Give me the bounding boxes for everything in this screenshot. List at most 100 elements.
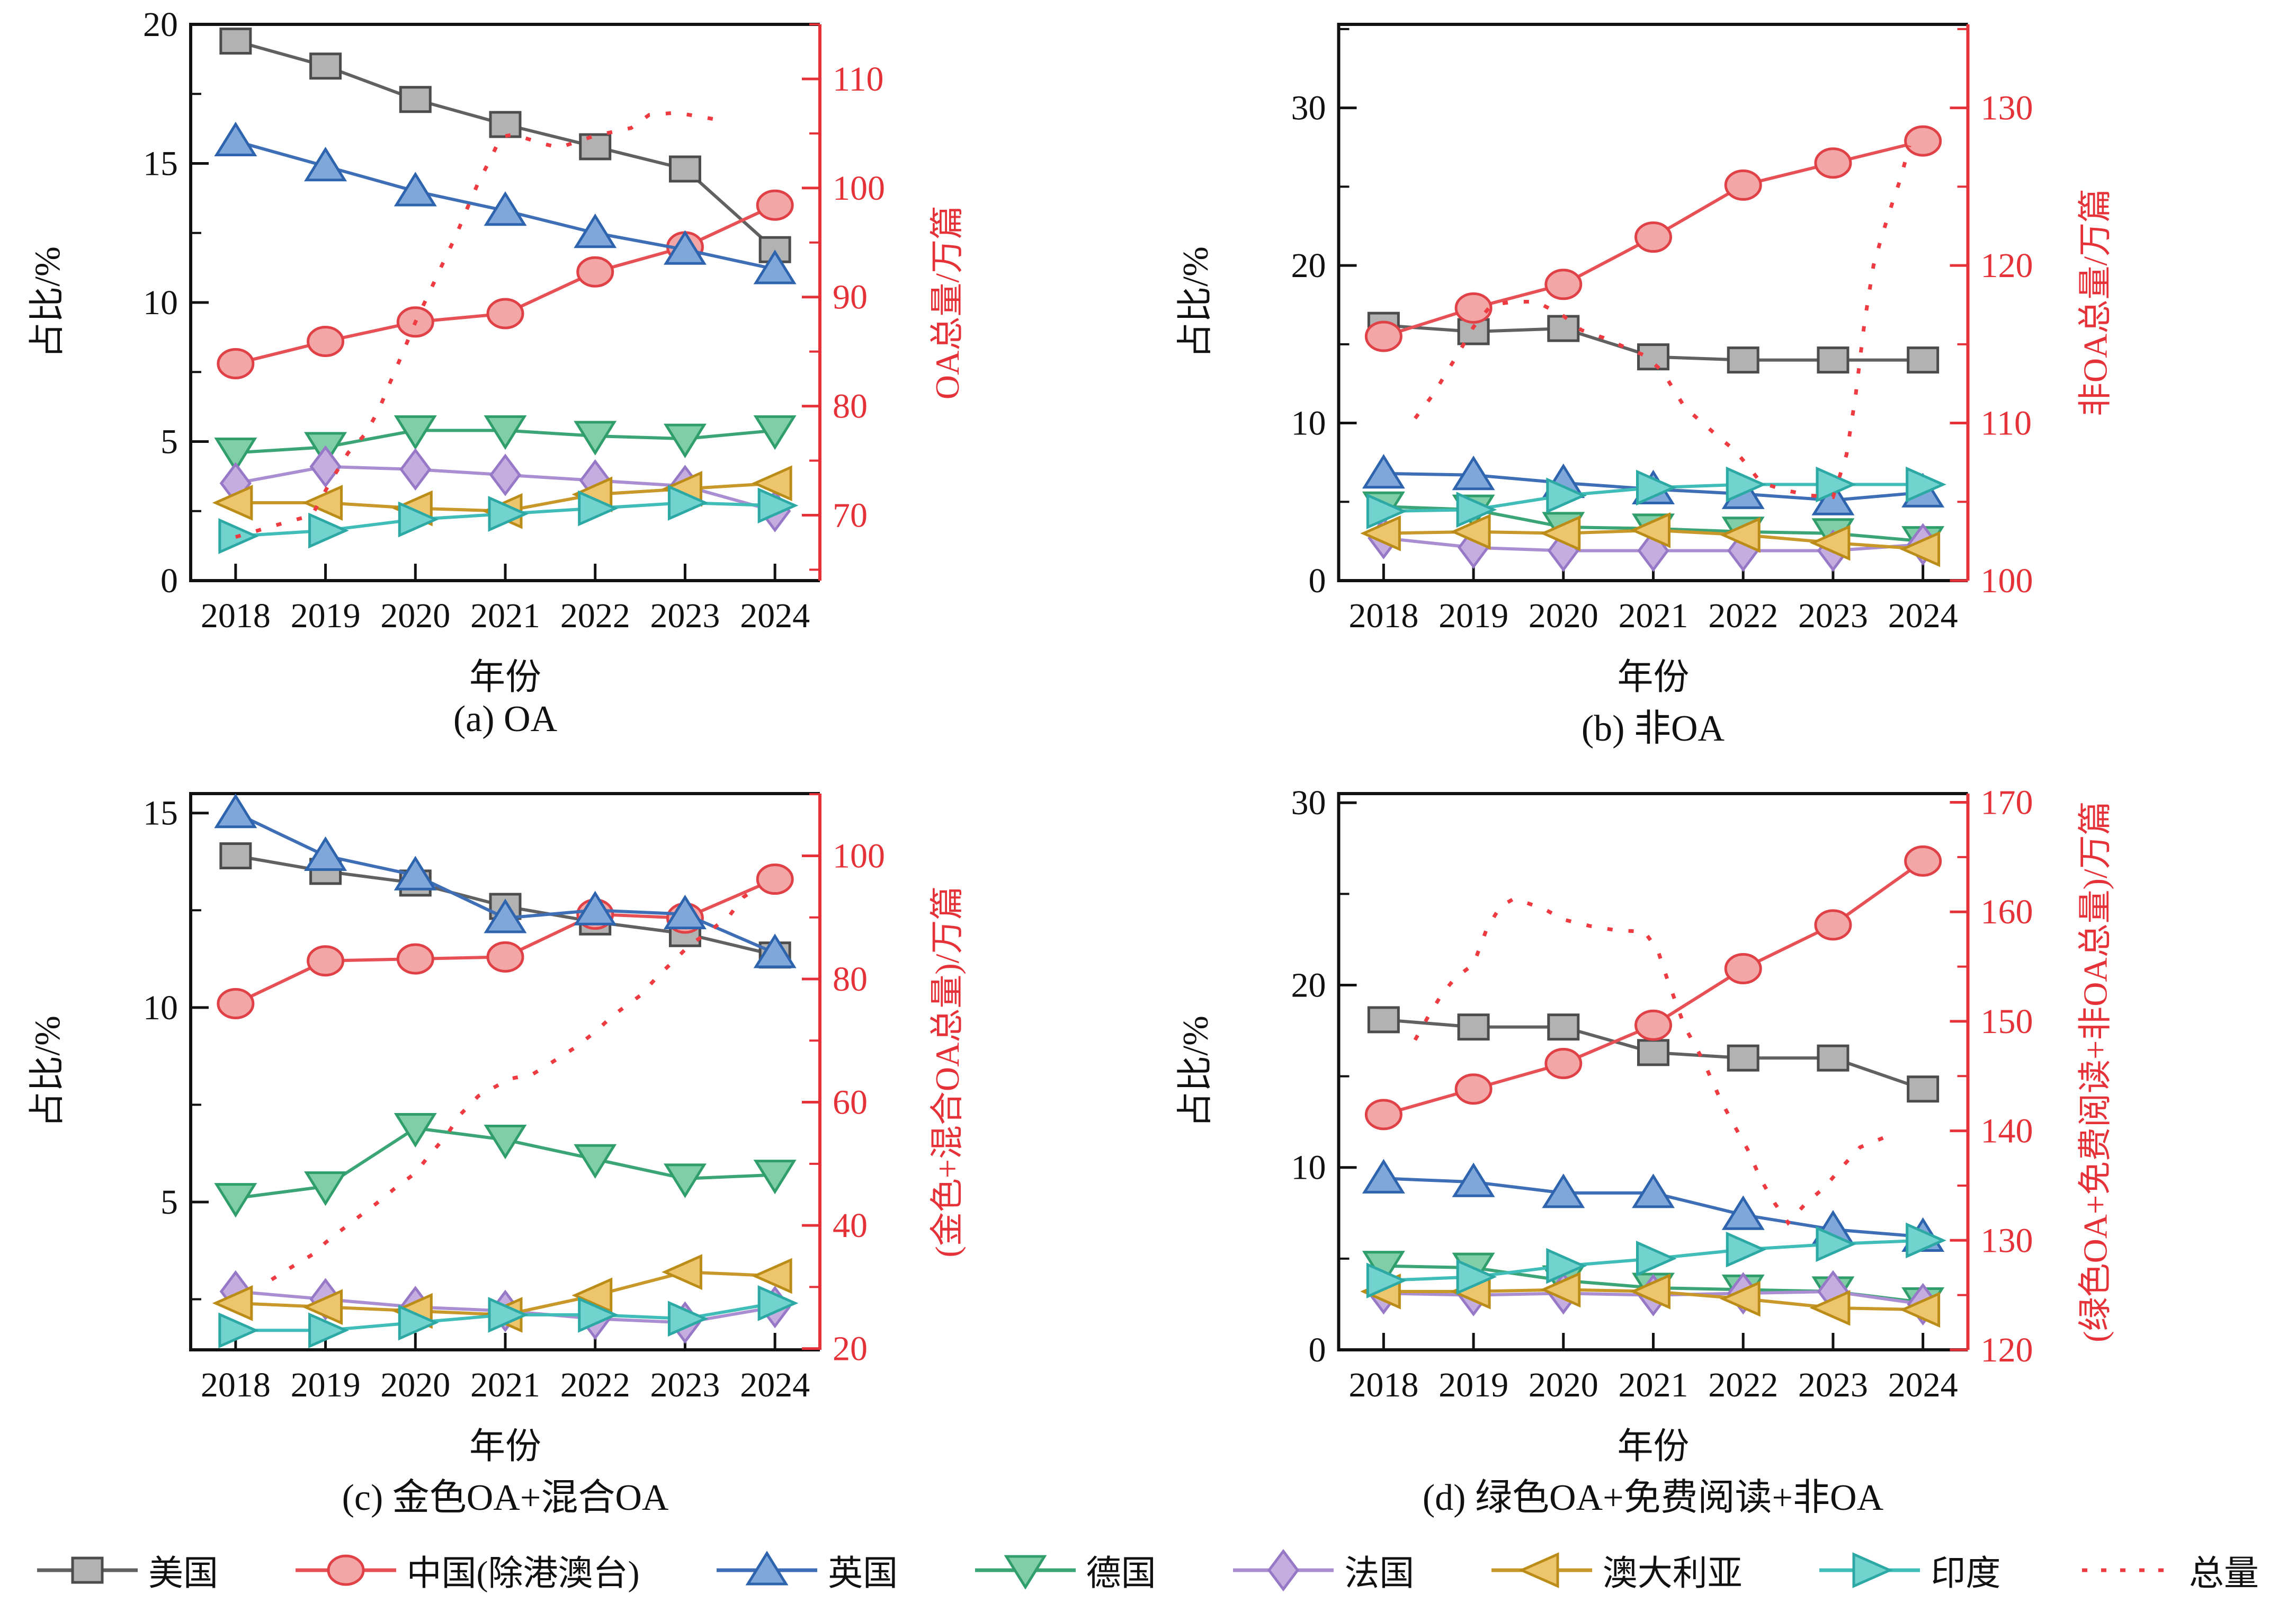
svg-text:OA总量/万篇: OA总量/万篇 bbox=[928, 206, 966, 399]
svg-text:2019: 2019 bbox=[1439, 1366, 1508, 1404]
legend-item-australia: 澳大利亚 bbox=[1491, 1545, 1743, 1596]
legend-label-germany: 德国 bbox=[1086, 1554, 1156, 1593]
svg-text:30: 30 bbox=[1291, 89, 1326, 128]
panel-b: 0 10 20 30 100 110 120 130 2018 2019 2020 2021 2022 2… bbox=[1148, 0, 2296, 769]
legend-label-china: 中国(除港澳台) bbox=[406, 1554, 640, 1593]
panel-a-caption: (a) OA bbox=[453, 699, 558, 740]
svg-text:5: 5 bbox=[160, 1183, 178, 1222]
svg-text:30: 30 bbox=[1291, 784, 1326, 822]
svg-text:100: 100 bbox=[1981, 562, 2033, 600]
svg-text:2020: 2020 bbox=[380, 1366, 450, 1404]
svg-text:170: 170 bbox=[1981, 784, 2033, 822]
legend-item-china: 中国(除港澳台) bbox=[295, 1545, 640, 1596]
svg-text:20: 20 bbox=[1291, 966, 1326, 1004]
svg-text:15: 15 bbox=[143, 145, 178, 183]
svg-text:20: 20 bbox=[1291, 246, 1326, 285]
svg-text:2021: 2021 bbox=[470, 597, 540, 635]
svg-text:2020: 2020 bbox=[380, 597, 450, 635]
legend-label-uk: 英国 bbox=[828, 1554, 898, 1593]
svg-text:2023: 2023 bbox=[1798, 597, 1868, 635]
legend-symbol-total-icon bbox=[2081, 1568, 2174, 1572]
legend-item-total: 总量 bbox=[2078, 1545, 2259, 1596]
legend-label-australia: 澳大利亚 bbox=[1602, 1554, 1743, 1593]
svg-text:20: 20 bbox=[143, 5, 178, 44]
svg-text:150: 150 bbox=[1981, 1002, 2033, 1041]
legend-item-germany: 德国 bbox=[975, 1545, 1156, 1596]
svg-text:60: 60 bbox=[833, 1083, 868, 1122]
panel-a: 0 5 10 15 20 70 80 90 100 110 2018 2019 2020 2021 2022… bbox=[0, 0, 1148, 769]
svg-text:90: 90 bbox=[833, 278, 868, 317]
panel-c-series-germany bbox=[214, 1112, 797, 1218]
panel-a-series-uk bbox=[214, 121, 797, 284]
panel-c-series-total bbox=[270, 887, 758, 1281]
panel-c: 5 10 15 20 40 60 80 100 2018 2019 2020 2021 2022 2023… bbox=[0, 769, 1148, 1538]
legend-symbol-germany-icon bbox=[975, 1555, 1076, 1590]
panel-d-series-china bbox=[1364, 845, 1942, 1131]
panel-c-chart: 5 10 15 20 40 60 80 100 2018 2019 2020 2021 2022 2023… bbox=[27, 792, 966, 1466]
svg-text:占比/%: 占比/% bbox=[27, 246, 67, 359]
legend-label-total: 总量 bbox=[2188, 1554, 2259, 1593]
legend-label-india: 印度 bbox=[1931, 1554, 2001, 1593]
svg-text:100: 100 bbox=[833, 836, 885, 875]
svg-text:2022: 2022 bbox=[560, 597, 630, 635]
svg-text:2021: 2021 bbox=[1619, 1366, 1689, 1404]
legend-symbol-china-icon bbox=[295, 1554, 396, 1586]
svg-text:占比/%: 占比/% bbox=[1175, 1016, 1216, 1128]
svg-text:2020: 2020 bbox=[1529, 1366, 1598, 1404]
legend-symbol-france-icon bbox=[1233, 1548, 1334, 1592]
panel-c-series-china bbox=[217, 864, 794, 1020]
svg-text:5: 5 bbox=[160, 423, 178, 461]
svg-text:2024: 2024 bbox=[740, 1366, 810, 1404]
svg-text:130: 130 bbox=[1981, 1221, 2033, 1260]
svg-text:2018: 2018 bbox=[1348, 597, 1418, 635]
panel-a-chart: 0 5 10 15 20 70 80 90 100 110 2018 2019 2020 2021 2022… bbox=[27, 5, 966, 697]
svg-text:100: 100 bbox=[833, 169, 885, 208]
svg-text:2023: 2023 bbox=[650, 597, 720, 635]
svg-text:110: 110 bbox=[833, 60, 884, 99]
svg-text:2022: 2022 bbox=[560, 1366, 630, 1404]
svg-text:140: 140 bbox=[1981, 1112, 2033, 1151]
svg-text:2018: 2018 bbox=[201, 597, 271, 635]
panel-a-series-india bbox=[218, 485, 799, 554]
svg-text:2023: 2023 bbox=[1798, 1366, 1868, 1404]
svg-text:0: 0 bbox=[1309, 1331, 1326, 1369]
svg-text:20: 20 bbox=[833, 1330, 868, 1368]
legend-symbol-uk-icon bbox=[717, 1551, 818, 1586]
legend-item-uk: 英国 bbox=[717, 1545, 898, 1596]
panel-c-series-uk bbox=[214, 793, 797, 968]
svg-text:2022: 2022 bbox=[1708, 1366, 1778, 1404]
svg-text:2021: 2021 bbox=[1619, 597, 1689, 635]
panel-b-caption: (b) 非OA bbox=[1581, 708, 1725, 749]
svg-text:2024: 2024 bbox=[1888, 1366, 1958, 1404]
legend-item-india: 印度 bbox=[1819, 1545, 2000, 1596]
svg-text:10: 10 bbox=[1291, 1149, 1326, 1187]
panel-b-chart: 0 10 20 30 100 110 120 130 2018 2019 2020 2021 2022 2… bbox=[1175, 23, 2114, 697]
svg-text:15: 15 bbox=[143, 794, 178, 833]
legend-item-usa: 美国 bbox=[37, 1545, 218, 1596]
svg-text:年份: 年份 bbox=[1617, 1426, 1689, 1466]
legend-symbol-australia-icon bbox=[1491, 1552, 1592, 1588]
svg-text:130: 130 bbox=[1981, 89, 2033, 128]
svg-text:80: 80 bbox=[833, 960, 868, 999]
panel-d-series-usa bbox=[1367, 1006, 1940, 1103]
panel-d: 0 10 20 30 120 130 140 150 160 170 2018 2019 2020 202… bbox=[1148, 769, 2296, 1538]
panel-a-series-usa bbox=[219, 28, 791, 263]
svg-text:10: 10 bbox=[143, 283, 178, 322]
panel-b-series-china bbox=[1364, 125, 1942, 352]
svg-text:2019: 2019 bbox=[291, 1366, 361, 1404]
svg-text:2019: 2019 bbox=[291, 597, 361, 635]
svg-text:非OA总量/万篇: 非OA总量/万篇 bbox=[2077, 189, 2114, 416]
svg-text:10: 10 bbox=[1291, 404, 1326, 443]
svg-text:2018: 2018 bbox=[201, 1366, 271, 1404]
svg-text:70: 70 bbox=[833, 496, 868, 535]
panel-c-series-india bbox=[218, 1285, 799, 1349]
panel-d-series-uk bbox=[1362, 1159, 1945, 1252]
svg-text:占比/%: 占比/% bbox=[1175, 246, 1216, 359]
panel-d-series-india bbox=[1366, 1222, 1946, 1299]
panel-b-series-india bbox=[1366, 466, 1946, 529]
svg-text:110: 110 bbox=[1981, 404, 2032, 443]
svg-text:2020: 2020 bbox=[1529, 597, 1598, 635]
legend-symbol-usa-icon bbox=[37, 1556, 138, 1584]
legend-label-france: 法国 bbox=[1344, 1554, 1415, 1593]
